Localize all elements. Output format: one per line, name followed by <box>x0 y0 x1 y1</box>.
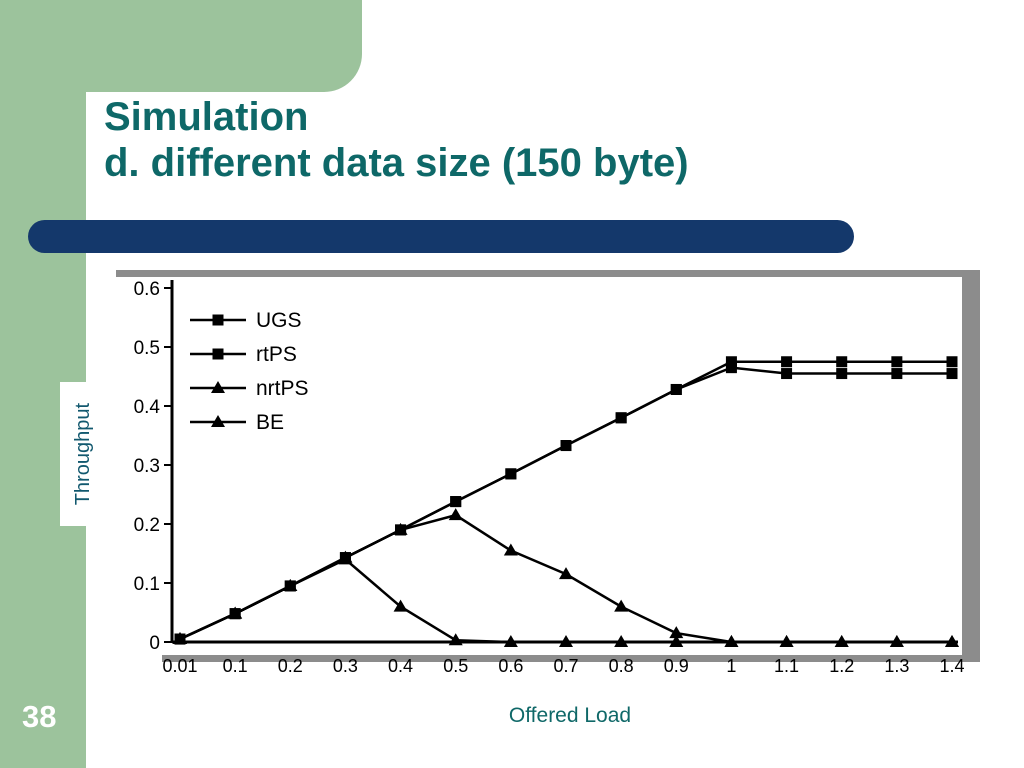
y-tick-label: 0.2 <box>134 515 160 536</box>
series-marker-rtPS <box>891 368 903 380</box>
throughput-chart: 0 0.1 0.2 0.3 0.4 0.5 0.6 0.01 0.1 0.2 0.3 0.4 0.5 0.… <box>112 268 984 698</box>
series-marker-BE <box>945 635 959 647</box>
series-marker-BE <box>669 635 684 647</box>
y-tick-label: 0.6 <box>134 279 160 300</box>
y-tick-label: 0.3 <box>134 456 160 477</box>
series-marker-rtPS <box>781 368 793 380</box>
series-marker-BE <box>834 635 849 647</box>
series-marker-nrtPS <box>614 599 629 612</box>
series-marker-nrtPS <box>559 567 573 580</box>
series-marker-BE <box>448 633 463 646</box>
series-marker-rtPS <box>946 368 958 380</box>
x-tick-label: 0.1 <box>223 656 248 676</box>
x-tick-label: 1 <box>726 656 736 676</box>
series-marker-BE <box>724 635 739 647</box>
series-marker-nrtPS <box>393 522 408 535</box>
x-tick-label: 0.7 <box>553 656 578 676</box>
legend-label-nrtPS: nrtPS <box>256 377 309 400</box>
x-tick-label: 1.4 <box>939 656 964 676</box>
slide-title-line1: Simulation <box>104 95 309 139</box>
legend-label-rtPS: rtPS <box>256 343 297 366</box>
x-tick-label: 0.5 <box>443 656 468 676</box>
x-tick-label: 0.8 <box>609 656 634 676</box>
top-green-band <box>0 0 362 92</box>
series-marker-UGS <box>891 356 903 368</box>
y-tick-label: 0.1 <box>134 574 160 595</box>
title-divider-bar <box>28 220 854 253</box>
chart-frame-bottom <box>162 655 980 662</box>
series-marker-nrtPS <box>448 508 463 521</box>
series-marker-rtPS <box>615 412 627 424</box>
series-marker-rtPS <box>505 468 517 480</box>
slide-title: Simulation d. different data size (150 b… <box>104 94 689 187</box>
x-tick-label: 0.01 <box>162 656 197 676</box>
series-marker-BE <box>614 635 629 647</box>
series-marker-BE <box>393 599 408 612</box>
x-axis-label: Offered Load <box>508 704 632 727</box>
series-marker-BE <box>503 635 518 647</box>
series-marker-rtPS <box>450 496 462 508</box>
series-marker-BE <box>338 552 353 565</box>
legend-label-BE: BE <box>256 411 284 434</box>
series-marker-rtPS <box>670 383 682 395</box>
x-tick-label: 0.3 <box>333 656 358 676</box>
page-number: 38 <box>22 699 57 734</box>
series-marker-UGS <box>725 356 737 368</box>
x-tick-label: 0.4 <box>388 656 413 676</box>
series-marker-UGS <box>946 356 958 368</box>
series-marker-rtPS <box>836 368 848 380</box>
y-tick-label: 0 <box>149 633 160 654</box>
legend-marker-UGS <box>212 314 224 326</box>
chart-frame-right <box>962 270 980 662</box>
legend-label-UGS: UGS <box>256 309 302 332</box>
series-marker-UGS <box>836 356 848 368</box>
y-tick-label: 0.5 <box>134 338 160 359</box>
x-tick-label: 0.2 <box>278 656 303 676</box>
series-marker-BE <box>173 632 187 645</box>
chart-canvas: 0 0.1 0.2 0.3 0.4 0.5 0.6 0.01 0.1 0.2 0.3 0.4 0.5 0.… <box>116 270 980 676</box>
legend-marker-nrtPS <box>211 381 225 393</box>
x-tick-label: 1.1 <box>774 656 799 676</box>
series-marker-UGS <box>781 356 793 368</box>
series-marker-nrtPS <box>669 626 684 639</box>
series-marker-BE <box>559 635 573 647</box>
legend-marker-rtPS <box>212 348 224 360</box>
x-tick-label: 1.3 <box>884 656 909 676</box>
series-marker-BE <box>283 578 298 591</box>
x-tick-label: 0.6 <box>498 656 523 676</box>
series-marker-BE <box>889 635 904 647</box>
y-tick-label: 0.4 <box>134 397 161 418</box>
series-marker-rtPS <box>725 362 737 374</box>
series-marker-nrtPS <box>503 543 518 556</box>
series-marker-BE <box>228 606 243 619</box>
x-tick-label: 0.9 <box>664 656 689 676</box>
legend-marker-BE <box>211 415 225 427</box>
y-axis-label: Throughput <box>60 382 106 526</box>
series-marker-rtPS <box>560 440 572 452</box>
chart-frame-top <box>116 270 980 277</box>
slide-title-line2: d. different data size (150 byte) <box>104 141 689 186</box>
series-marker-BE <box>779 635 794 647</box>
series-line-rtPS <box>179 366 952 641</box>
series-line-UGS <box>179 360 952 641</box>
x-tick-label: 1.2 <box>829 656 854 676</box>
